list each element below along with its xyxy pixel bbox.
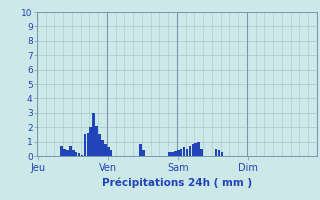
Bar — [180, 149, 182, 156]
Bar — [101, 140, 104, 156]
Bar — [98, 134, 101, 156]
Bar — [92, 113, 95, 156]
Bar — [90, 127, 92, 156]
Bar — [183, 147, 185, 156]
Bar — [168, 152, 171, 156]
X-axis label: Précipitations 24h ( mm ): Précipitations 24h ( mm ) — [102, 177, 252, 188]
Bar — [75, 152, 77, 156]
Bar — [171, 152, 174, 156]
Bar — [84, 134, 86, 156]
Bar — [221, 152, 223, 156]
Bar — [142, 150, 145, 156]
Bar — [188, 146, 191, 156]
Bar — [63, 149, 66, 156]
Bar — [139, 144, 142, 156]
Bar — [177, 150, 180, 156]
Bar — [78, 153, 80, 156]
Bar — [197, 142, 200, 156]
Bar — [69, 146, 72, 156]
Bar — [66, 150, 69, 156]
Bar — [186, 149, 188, 156]
Bar — [107, 147, 109, 156]
Bar — [104, 144, 107, 156]
Bar — [218, 150, 220, 156]
Bar — [72, 150, 75, 156]
Bar — [174, 151, 177, 156]
Bar — [200, 149, 203, 156]
Bar — [215, 149, 218, 156]
Bar — [195, 143, 197, 156]
Bar — [110, 150, 113, 156]
Bar — [95, 126, 98, 156]
Bar — [86, 133, 89, 156]
Bar — [192, 144, 194, 156]
Bar — [81, 155, 83, 156]
Bar — [60, 146, 63, 156]
